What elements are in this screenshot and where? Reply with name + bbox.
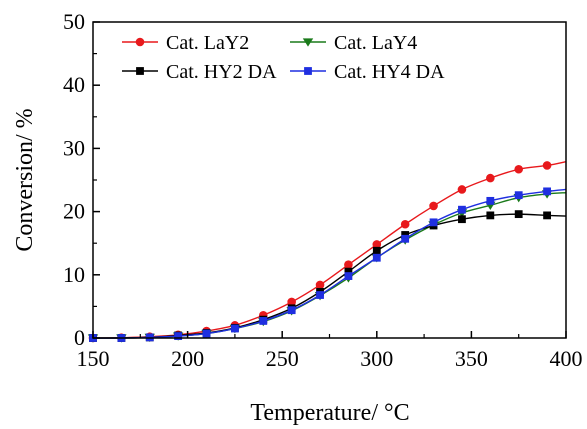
data-point <box>458 205 466 214</box>
data-point <box>372 253 381 262</box>
legend-item-cat-hy2-da: Cat. HY2 DA <box>122 61 277 83</box>
data-point <box>315 280 325 290</box>
x-tick-label: 300 <box>360 346 393 371</box>
data-point <box>344 272 353 280</box>
data-point <box>174 332 183 341</box>
data-point <box>486 211 495 220</box>
y-tick-label: 10 <box>63 262 85 287</box>
legend-item-cat-lay4: Cat. LaY4 <box>290 32 417 54</box>
data-point <box>287 297 296 307</box>
x-tick-label: 200 <box>171 346 204 371</box>
legend-item-cat-hy4-da: Cat. HY4 DA <box>290 61 445 83</box>
series-cat-lay2 <box>88 160 567 343</box>
series-cat-hy4-da <box>89 187 567 342</box>
series-line <box>92 188 567 339</box>
plot-layer <box>87 160 567 343</box>
legend-marker <box>302 38 314 47</box>
data-point <box>457 185 467 194</box>
y-tick-label: 50 <box>63 9 85 34</box>
data-point <box>202 329 211 338</box>
data-point <box>372 246 381 255</box>
data-point <box>316 291 324 299</box>
series-cat-hy2-da <box>89 210 567 342</box>
x-tick-label: 250 <box>266 346 299 371</box>
legend: Cat. LaY2 Cat. LaY4 Cat. HY2 DA Cat. HY4 DA <box>122 32 445 83</box>
data-point <box>514 191 523 200</box>
data-point <box>543 187 551 196</box>
data-point <box>514 210 523 219</box>
data-point <box>458 215 466 224</box>
legend-marker <box>304 67 312 75</box>
data-point <box>429 218 438 227</box>
data-point <box>401 234 410 243</box>
legend-label: Cat. LaY2 <box>166 32 249 54</box>
y-tick-label: 0 <box>74 325 85 350</box>
x-axis-label: Temperature/ °C <box>250 400 409 426</box>
x-tick-label: 150 <box>77 346 110 371</box>
x-tick-label: 350 <box>455 346 488 371</box>
data-point <box>486 173 495 183</box>
x-tick-label: 400 <box>550 346 583 371</box>
data-point <box>542 161 552 170</box>
data-point <box>486 196 495 205</box>
y-tick-label: 30 <box>63 135 85 160</box>
legend-item-cat-lay2: Cat. LaY2 <box>122 32 249 54</box>
data-point <box>543 211 551 220</box>
legend-marker <box>136 67 144 75</box>
data-point <box>231 324 239 333</box>
y-axis-label: Conversion/ % <box>12 108 38 251</box>
data-point <box>372 240 382 249</box>
y-tick-label: 40 <box>63 72 85 97</box>
legend-label: Cat. HY4 DA <box>334 61 445 83</box>
data-point <box>400 219 410 229</box>
legend-label: Cat. HY2 DA <box>166 61 277 83</box>
data-point <box>514 164 523 174</box>
series-cat-lay4 <box>87 190 567 343</box>
series-line <box>92 160 567 339</box>
y-tick-label: 20 <box>63 199 85 224</box>
legend-label: Cat. LaY4 <box>334 32 417 54</box>
legend-marker <box>135 37 145 47</box>
data-point <box>344 267 353 276</box>
data-point <box>344 260 353 269</box>
data-point <box>429 201 438 211</box>
series-line <box>92 213 567 339</box>
data-point <box>287 306 296 315</box>
axes-layer: 150 200 250 300 350 400 0 10 20 30 40 50 <box>63 9 583 371</box>
data-point <box>259 317 268 325</box>
